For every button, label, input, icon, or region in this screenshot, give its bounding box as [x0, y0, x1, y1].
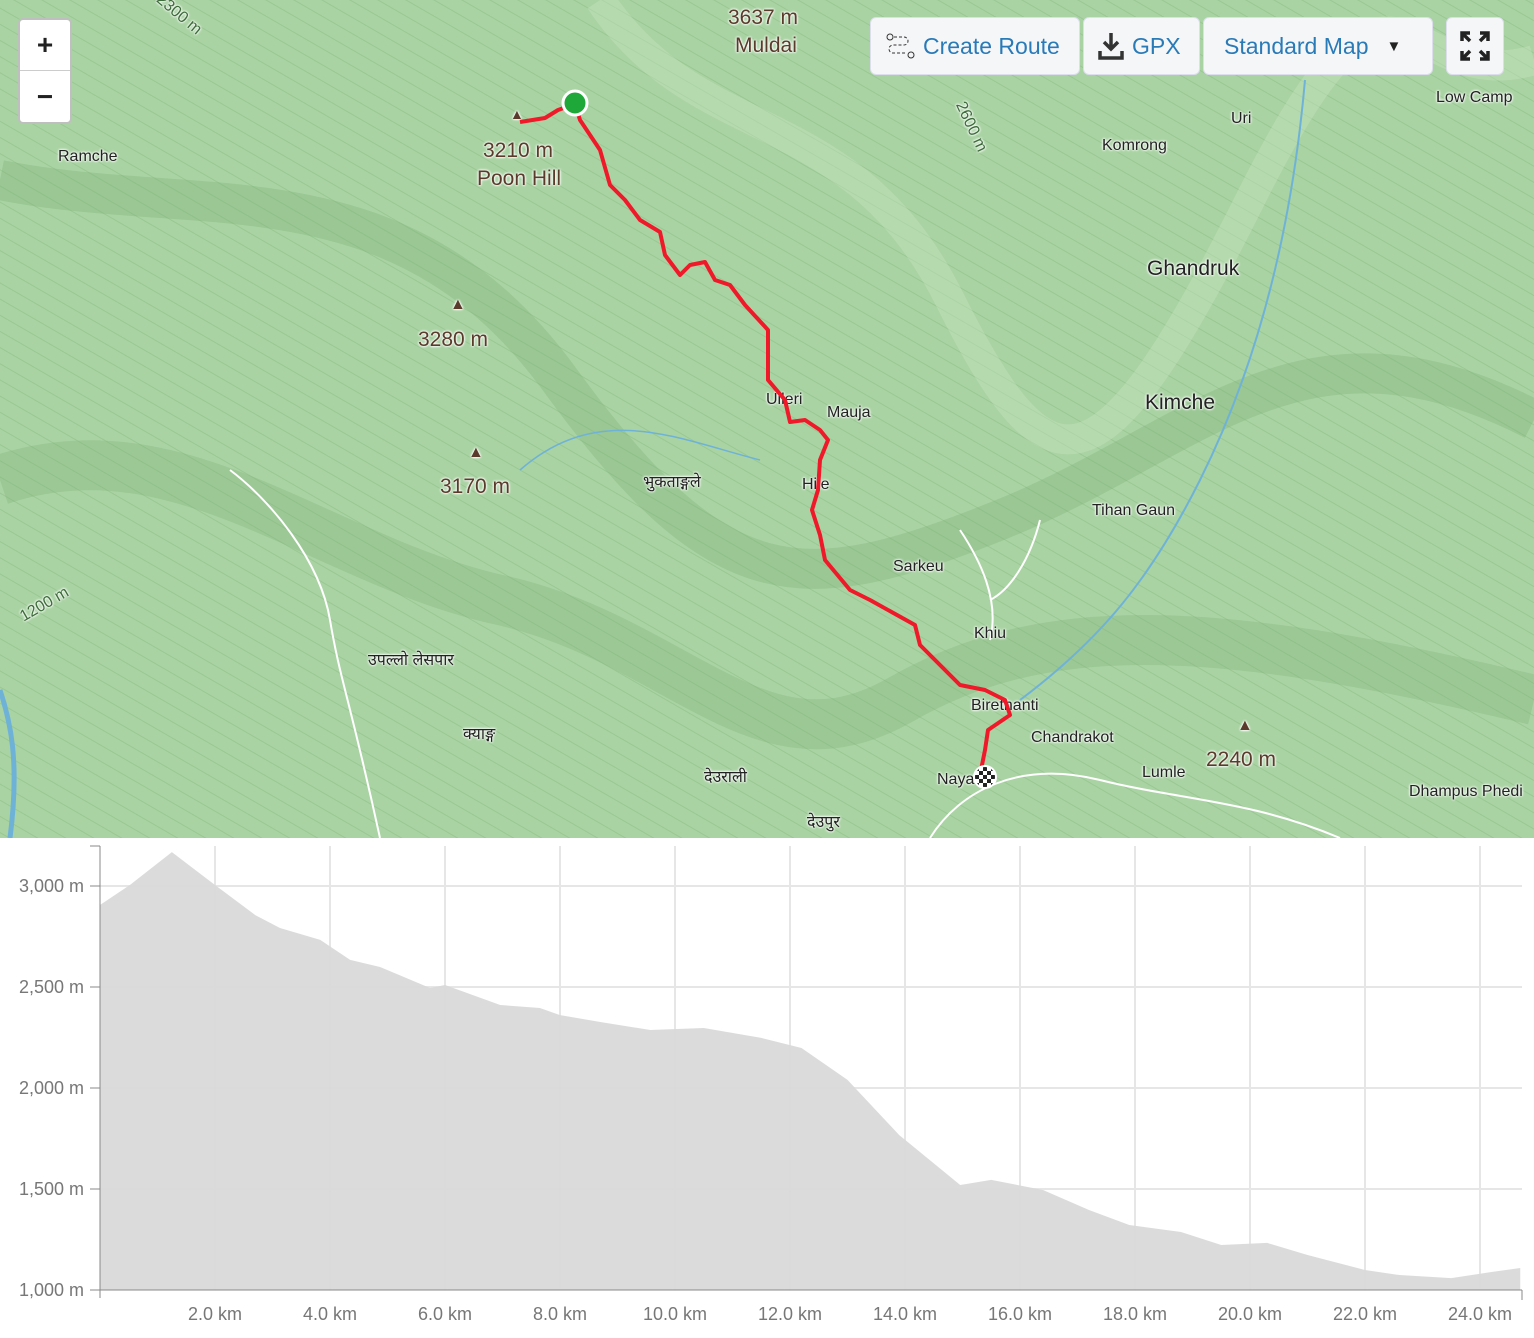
label-komrong: Komrong — [1102, 137, 1167, 154]
fullscreen-button[interactable] — [1446, 17, 1504, 75]
zoom-out-button[interactable]: − — [36, 80, 54, 112]
label-uri: Uri — [1231, 110, 1252, 127]
x-tick-label: 24.0 km — [1448, 1304, 1512, 1324]
x-tick-label: 6.0 km — [418, 1304, 472, 1324]
peak-icon: ▲ — [468, 444, 484, 461]
label-bhuktangle: भुकताङ्गले — [643, 474, 701, 491]
label-dhampus-phedi: Dhampus Phedi — [1409, 783, 1523, 800]
download-icon — [1098, 33, 1124, 60]
label-poon-hill-elevation: 3210 m — [483, 139, 554, 162]
zoom-in-button[interactable]: + — [20, 20, 70, 71]
x-tick-label: 16.0 km — [988, 1304, 1052, 1324]
label-upallo-lespar: उपल्लो लेसपार — [368, 652, 454, 669]
x-tick-label: 18.0 km — [1103, 1304, 1167, 1324]
caret-down-icon: ▼ — [1386, 37, 1402, 55]
chart-axes: 1,000 m 1,500 m 2,000 m 2,500 m 3,000 m 2.0 k… — [19, 845, 1523, 1324]
elevation-chart[interactable]: 1,000 m 1,500 m 2,000 m 2,500 m 3,000 m 2.0 k… — [0, 838, 1534, 1338]
label-sarkeu: Sarkeu — [893, 558, 944, 575]
finish-flag-icon[interactable] — [973, 765, 997, 789]
map-type-dropdown[interactable]: Standard Map ▼ — [1203, 17, 1433, 75]
route-line[interactable] — [519, 102, 1012, 776]
elevation-area — [100, 852, 1521, 1290]
label-peak-2240: 2240 m — [1206, 748, 1277, 771]
y-tick-label: 2,000 m — [19, 1078, 84, 1098]
map-type-label: Standard Map — [1224, 32, 1369, 59]
label-kyang: क्याङ्ग — [463, 726, 496, 743]
label-ramche: Ramche — [58, 148, 118, 165]
label-peak-3280: 3280 m — [418, 328, 489, 351]
label-chandrakot: Chandrakot — [1031, 729, 1114, 746]
x-tick-label: 20.0 km — [1218, 1304, 1282, 1324]
x-tick-label: 14.0 km — [873, 1304, 937, 1324]
label-peak-3170: 3170 m — [440, 475, 511, 498]
x-tick-label: 2.0 km — [188, 1304, 242, 1324]
map[interactable]: 3637 m Muldai 3210 m Poon Hill ▲ ▲ 3280 … — [0, 0, 1534, 838]
label-nayapul: Naya — [937, 771, 975, 788]
label-low-camp: Low Camp — [1436, 89, 1513, 106]
label-hile: Hile — [802, 476, 830, 493]
x-tick-label: 12.0 km — [758, 1304, 822, 1324]
label-mauja: Mauja — [827, 404, 871, 421]
create-route-label: Create Route — [923, 32, 1060, 59]
y-tick-label: 2,500 m — [19, 977, 84, 997]
peak-icon: ▲ — [450, 296, 466, 313]
label-lumle: Lumle — [1142, 764, 1186, 781]
label-deurali: देउराली — [704, 769, 747, 786]
create-route-button[interactable]: Create Route — [870, 17, 1080, 75]
start-marker[interactable] — [561, 89, 589, 117]
terrain-layer — [0, 0, 1534, 838]
label-tihan-gaun: Tihan Gaun — [1092, 502, 1176, 519]
peak-icon: ▲ — [1237, 717, 1253, 734]
label-muldai-elevation: 3637 m — [728, 6, 799, 29]
label-deupur: देउपुर — [807, 814, 840, 831]
x-tick-label: 4.0 km — [303, 1304, 357, 1324]
label-muldai: Muldai — [735, 34, 797, 57]
label-ghandruk: Ghandruk — [1147, 257, 1240, 280]
route-icon — [886, 33, 915, 59]
x-tick-label: 10.0 km — [643, 1304, 707, 1324]
x-tick-label: 22.0 km — [1333, 1304, 1397, 1324]
label-kimche: Kimche — [1145, 391, 1216, 414]
y-tick-label: 3,000 m — [19, 876, 84, 896]
y-tick-label: 1,000 m — [19, 1280, 84, 1300]
gpx-download-button[interactable]: GPX — [1083, 17, 1200, 75]
label-khiu: Khiu — [974, 625, 1007, 642]
zoom-control: + − — [18, 18, 72, 124]
expand-icon — [1460, 31, 1490, 61]
peak-icon: ▲ — [510, 106, 524, 122]
x-tick-label: 8.0 km — [533, 1304, 587, 1324]
label-poon-hill: Poon Hill — [477, 167, 562, 190]
route-layer — [519, 89, 1012, 789]
gpx-label: GPX — [1132, 32, 1181, 59]
y-tick-label: 1,500 m — [19, 1179, 84, 1199]
